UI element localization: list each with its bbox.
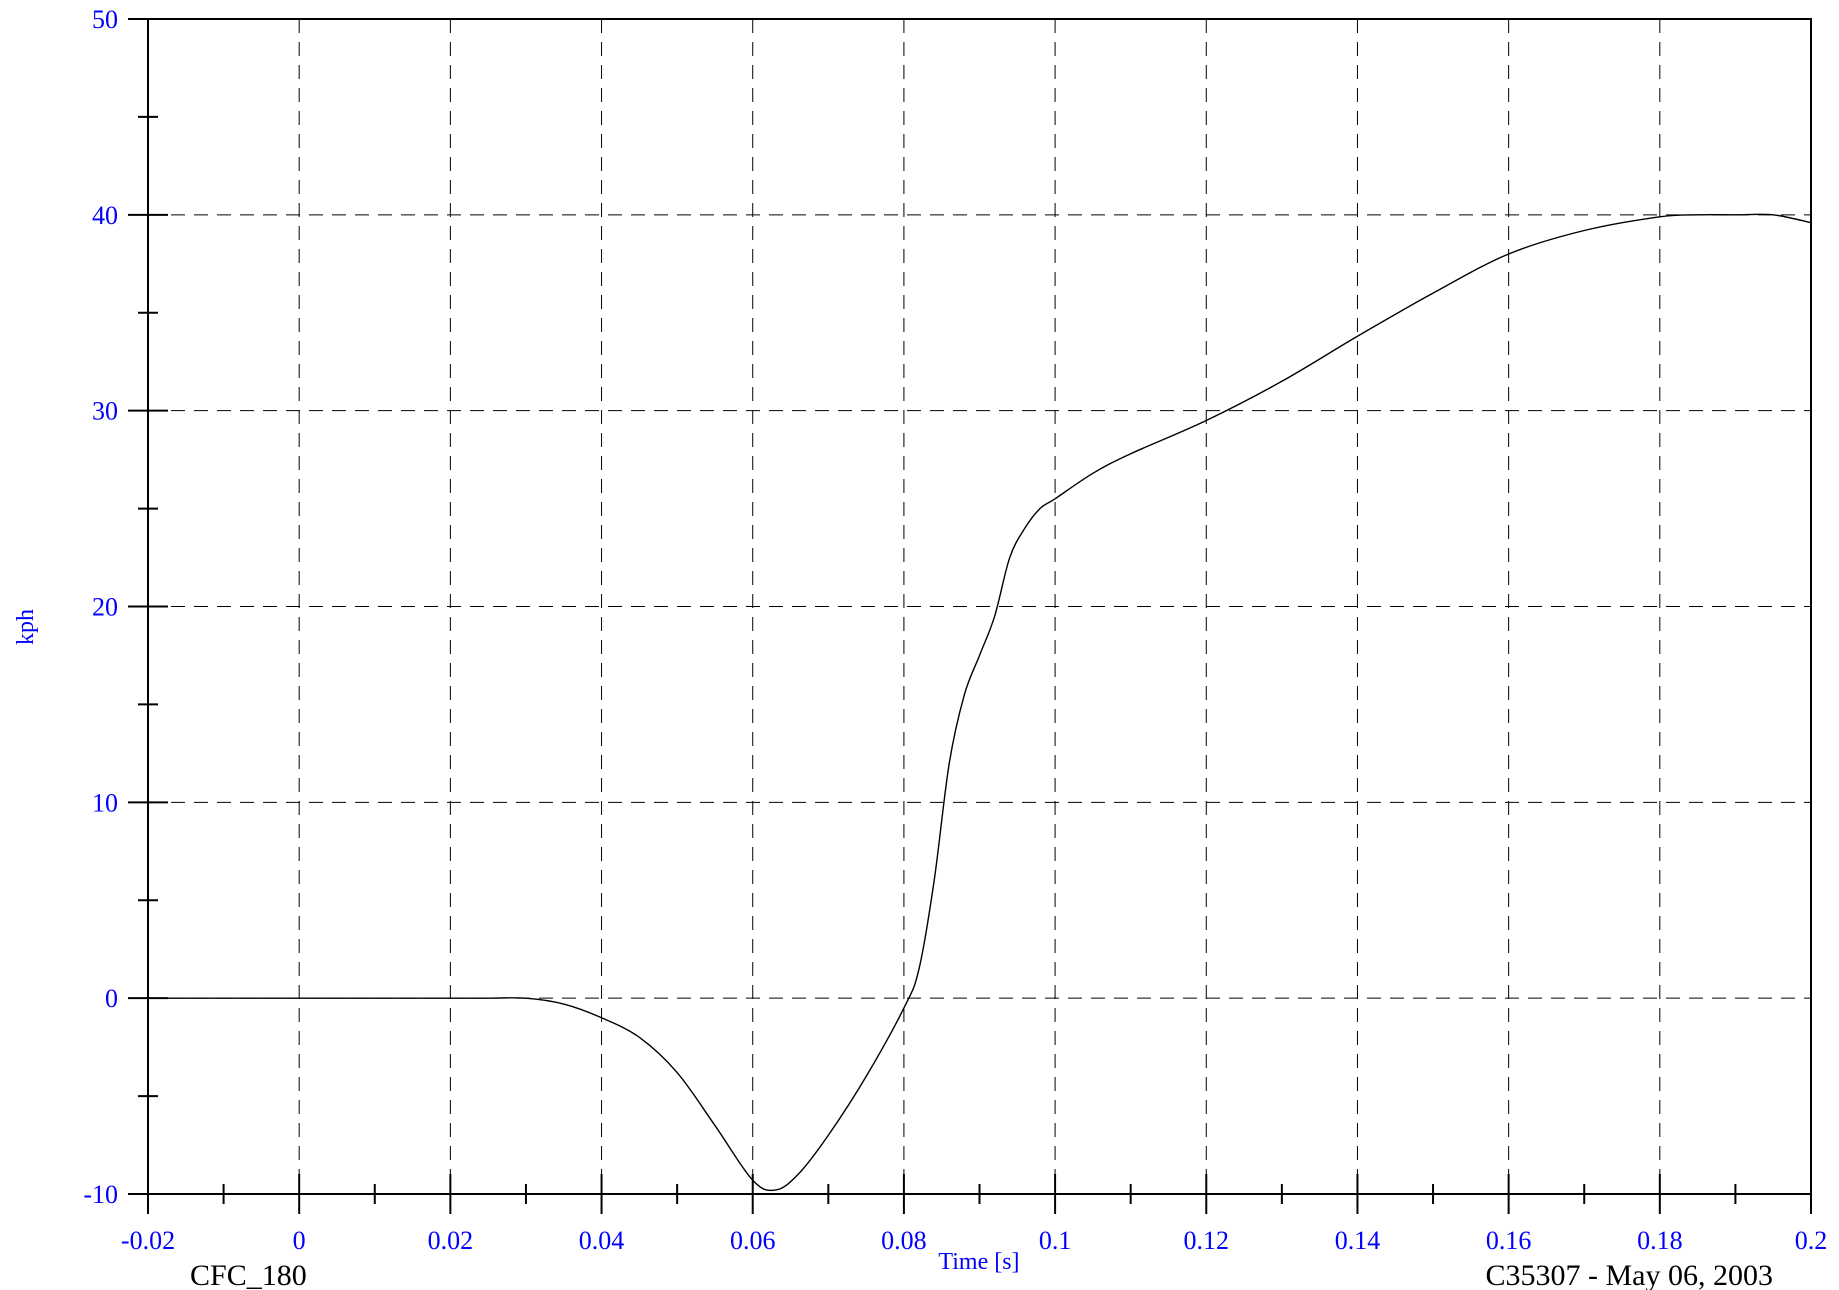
x-tick-label: 0.14 — [1335, 1226, 1381, 1255]
footer-left-label: CFC_180 — [190, 1259, 307, 1290]
x-tick-label: 0.06 — [730, 1226, 776, 1255]
x-tick-label: 0.12 — [1184, 1226, 1230, 1255]
y-tick-label: 20 — [92, 593, 118, 622]
y-axis-title: kph — [13, 609, 39, 645]
y-tick-label: 0 — [105, 984, 118, 1013]
x-tick-label: 0.16 — [1486, 1226, 1532, 1255]
x-tick-label: 0.08 — [881, 1226, 927, 1255]
x-tick-label: 0.02 — [428, 1226, 474, 1255]
x-tick-labels: -0.02 0 0.02 0.04 0.06 0.08 0.1 0.12 0.14 0.16 0.1… — [121, 1226, 1827, 1255]
grid — [148, 19, 1811, 1194]
footer-right-label: C35307 - May 06, 2003 — [1486, 1259, 1774, 1290]
y-tick-label: -10 — [83, 1180, 118, 1209]
x-tick-label: 0.1 — [1039, 1226, 1072, 1255]
x-tick-label: 0 — [293, 1226, 306, 1255]
x-tick-label: 0.18 — [1637, 1226, 1683, 1255]
y-tick-label: 30 — [92, 397, 118, 426]
x-axis-title: Time [s] — [938, 1249, 1019, 1275]
x-tick-label: 0.2 — [1795, 1226, 1828, 1255]
x-tick-label: 0.04 — [579, 1226, 625, 1255]
series — [148, 213, 1812, 1192]
y-tick-label: 40 — [92, 201, 118, 230]
x-tick-label: -0.02 — [121, 1226, 175, 1255]
y-tick-label: 50 — [92, 5, 118, 34]
tick-marks — [128, 18, 1812, 1214]
y-tick-labels: -10 0 10 20 30 40 50 — [83, 5, 118, 1209]
y-tick-label: 10 — [92, 788, 118, 817]
series-line — [148, 213, 1812, 1192]
